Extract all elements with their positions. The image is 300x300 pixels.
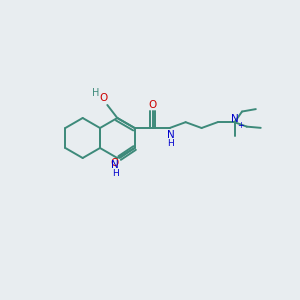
Text: +: + [237,121,244,130]
Text: O: O [110,158,119,168]
Text: H: H [167,139,174,148]
Text: N: N [231,114,239,124]
Text: O: O [99,93,107,103]
Text: N: N [167,130,175,140]
Text: O: O [148,100,157,110]
Text: H: H [92,88,99,98]
Text: N: N [111,160,119,170]
Text: H: H [112,169,119,178]
